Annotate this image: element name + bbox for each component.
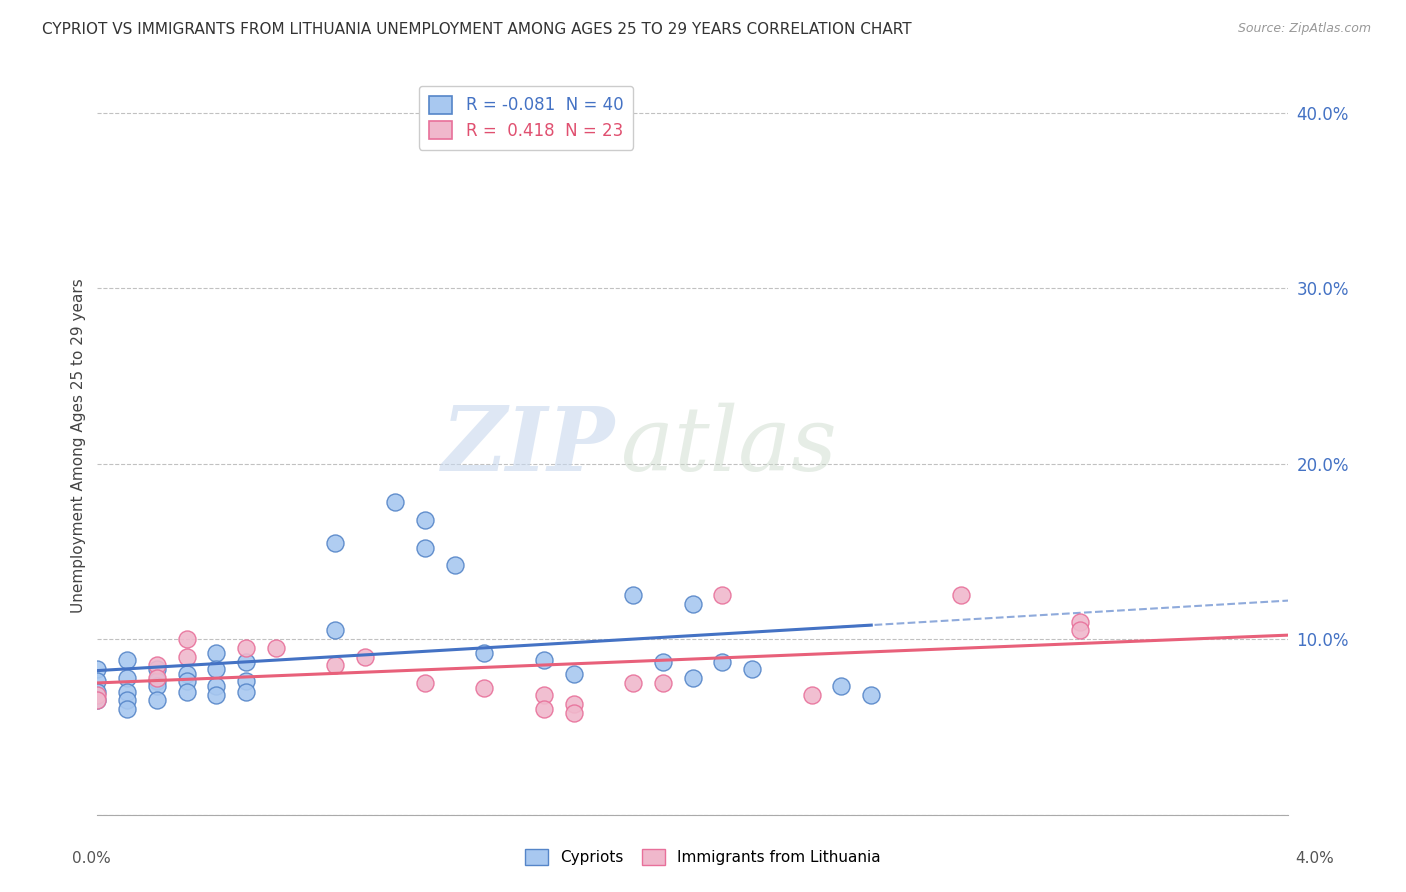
Point [86,662,108,676]
Point [325,535,347,549]
Point [115,684,138,698]
Point [472,646,495,660]
Point [115,702,138,716]
Point [533,688,555,702]
Text: atlas: atlas [621,402,837,490]
Point [235,674,257,689]
Point [562,697,585,711]
Point [176,674,198,689]
Point [205,662,228,676]
Legend: R = -0.081  N = 40, R =  0.418  N = 23: R = -0.081 N = 40, R = 0.418 N = 23 [419,86,633,150]
Point [235,655,257,669]
Point [711,655,734,669]
Point [831,680,853,694]
Point [1069,624,1091,638]
Point [621,676,644,690]
Point [711,588,734,602]
Point [115,693,138,707]
Point [176,667,198,681]
Y-axis label: Unemployment Among Ages 25 to 29 years: Unemployment Among Ages 25 to 29 years [72,278,86,614]
Point [205,688,228,702]
Point [146,674,169,689]
Point [146,671,169,685]
Point [176,632,198,646]
Point [264,640,287,655]
Point [146,658,169,673]
Point [235,640,257,655]
Point [354,649,377,664]
Point [235,684,257,698]
Point [533,702,555,716]
Point [800,688,823,702]
Point [115,653,138,667]
Point [562,706,585,720]
Point [176,649,198,664]
Point [651,676,673,690]
Text: 0.0%: 0.0% [72,851,111,865]
Text: Source: ZipAtlas.com: Source: ZipAtlas.com [1237,22,1371,36]
Point [741,662,763,676]
Point [860,688,883,702]
Point [413,676,436,690]
Point [86,688,108,702]
Point [621,588,644,602]
Point [86,674,108,689]
Legend: Cypriots, Immigrants from Lithuania: Cypriots, Immigrants from Lithuania [519,843,887,871]
Point [205,680,228,694]
Point [86,693,108,707]
Point [533,653,555,667]
Point [682,597,704,611]
Text: 4.0%: 4.0% [1295,851,1334,865]
Point [384,495,406,509]
Point [146,662,169,676]
Text: CYPRIOT VS IMMIGRANTS FROM LITHUANIA UNEMPLOYMENT AMONG AGES 25 TO 29 YEARS CORR: CYPRIOT VS IMMIGRANTS FROM LITHUANIA UNE… [42,22,912,37]
Point [1069,615,1091,629]
Point [949,588,972,602]
Point [443,558,465,573]
Point [115,671,138,685]
Point [176,684,198,698]
Text: ZIP: ZIP [441,403,616,489]
Point [205,646,228,660]
Point [146,693,169,707]
Point [86,693,108,707]
Point [413,541,436,555]
Point [651,655,673,669]
Point [325,624,347,638]
Point [562,667,585,681]
Point [682,671,704,685]
Point [325,658,347,673]
Point [86,684,108,698]
Point [413,513,436,527]
Point [472,681,495,696]
Point [146,680,169,694]
